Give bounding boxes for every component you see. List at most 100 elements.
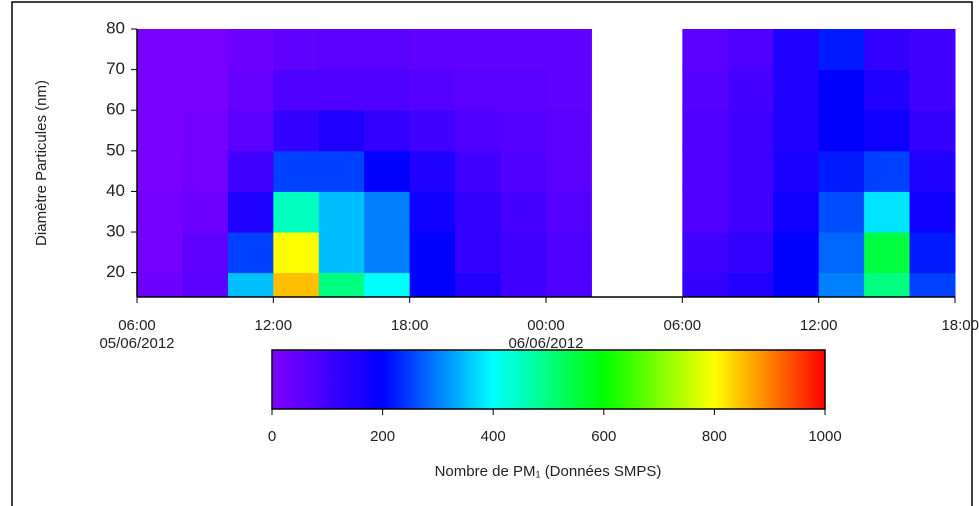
heat-cell bbox=[182, 69, 229, 111]
heat-cell bbox=[773, 191, 820, 233]
heat-cell bbox=[864, 110, 911, 152]
heat-cell bbox=[909, 272, 956, 298]
heat-cell bbox=[409, 110, 456, 152]
heat-cell bbox=[455, 29, 502, 71]
heat-cell bbox=[318, 272, 365, 298]
heat-cell bbox=[727, 232, 774, 274]
heat-cell bbox=[546, 150, 592, 192]
heat-cell bbox=[546, 232, 592, 274]
heat-cell bbox=[909, 191, 956, 233]
heat-cell bbox=[727, 191, 774, 233]
heat-cell bbox=[500, 150, 547, 192]
heat-cell bbox=[273, 272, 320, 298]
heat-cell bbox=[864, 69, 911, 111]
heat-cell bbox=[273, 232, 320, 274]
y-tick-label: 80 bbox=[106, 18, 125, 37]
heat-cell bbox=[682, 150, 729, 192]
heat-cell bbox=[727, 69, 774, 111]
heat-cell bbox=[818, 110, 865, 152]
heat-cell bbox=[818, 191, 865, 233]
heat-cell bbox=[227, 110, 274, 152]
heat-cell bbox=[864, 29, 911, 71]
heat-cell bbox=[773, 232, 820, 274]
heat-cell bbox=[273, 69, 320, 111]
heat-cell bbox=[455, 150, 502, 192]
heat-cell bbox=[227, 272, 274, 298]
heat-cell bbox=[773, 272, 820, 298]
heat-cell bbox=[318, 232, 365, 274]
heat-cell bbox=[818, 272, 865, 298]
heat-cell bbox=[182, 272, 229, 298]
heat-cell bbox=[137, 150, 183, 192]
y-axis-label: Diamètre Particules (nm) bbox=[33, 80, 50, 246]
colorbar-tick-label: 600 bbox=[591, 428, 616, 445]
heat-cell bbox=[227, 191, 274, 233]
heat-cell bbox=[864, 232, 911, 274]
heat-cell bbox=[273, 191, 320, 233]
heat-cell bbox=[500, 29, 547, 71]
heat-cell bbox=[273, 110, 320, 152]
x-tick-label: 12:00 bbox=[254, 317, 293, 334]
heat-cell bbox=[409, 232, 456, 274]
heat-cell bbox=[682, 110, 729, 152]
heat-cell bbox=[455, 272, 502, 298]
heat-cell bbox=[727, 272, 774, 298]
y-tick-label: 60 bbox=[106, 100, 125, 119]
heat-cell bbox=[682, 29, 729, 71]
heat-cell bbox=[546, 69, 592, 111]
heat-cell bbox=[864, 150, 911, 192]
frame bbox=[11, 1, 973, 506]
heat-cell bbox=[455, 191, 502, 233]
heat-cell bbox=[682, 191, 729, 233]
y-tick-label: 20 bbox=[106, 262, 125, 281]
x-tick-label: 18:00 bbox=[390, 317, 429, 334]
heat-cell bbox=[818, 29, 865, 71]
heat-cell bbox=[455, 110, 502, 152]
colorbar-tick-label: 0 bbox=[268, 428, 276, 445]
heat-cell bbox=[773, 110, 820, 152]
heat-cell bbox=[137, 69, 183, 111]
heat-cell bbox=[318, 191, 365, 233]
heat-cell bbox=[182, 191, 229, 233]
heat-cell bbox=[500, 232, 547, 274]
y-tick-label: 40 bbox=[106, 181, 125, 200]
heat-cell bbox=[546, 29, 592, 71]
heat-cell bbox=[727, 29, 774, 71]
heat-cell bbox=[409, 150, 456, 192]
heat-cell bbox=[364, 110, 411, 152]
heat-cell bbox=[818, 150, 865, 192]
heat-cell bbox=[182, 150, 229, 192]
heat-cell bbox=[818, 232, 865, 274]
heat-cell bbox=[318, 69, 365, 111]
heat-cell bbox=[500, 69, 547, 111]
x-tick-label: 06:00 bbox=[663, 317, 702, 334]
heat-cell bbox=[137, 191, 183, 233]
y-tick-label: 70 bbox=[106, 59, 125, 78]
heat-cell bbox=[864, 191, 911, 233]
heat-cell bbox=[409, 272, 456, 298]
heat-cell bbox=[227, 29, 274, 71]
heat-cell bbox=[727, 110, 774, 152]
y-tick-label: 50 bbox=[106, 140, 125, 159]
heat-cell bbox=[227, 232, 274, 274]
heat-cell bbox=[273, 29, 320, 71]
heat-cell bbox=[773, 69, 820, 111]
heat-cell bbox=[455, 69, 502, 111]
heat-cell bbox=[273, 150, 320, 192]
heat-cell bbox=[909, 150, 956, 192]
heat-cell bbox=[364, 232, 411, 274]
heat-cell bbox=[546, 272, 592, 298]
heat-cell bbox=[409, 29, 456, 71]
colorbar-tick-label: 400 bbox=[481, 428, 506, 445]
x-tick-label: 12:00 bbox=[799, 317, 838, 334]
heat-cell bbox=[182, 29, 229, 71]
x-tick-label: 00:00 06/06/2012 bbox=[508, 317, 584, 352]
heat-cell bbox=[682, 69, 729, 111]
heat-cell bbox=[364, 29, 411, 71]
heat-cell bbox=[773, 29, 820, 71]
heat-cell bbox=[909, 69, 956, 111]
heat-cell bbox=[909, 29, 956, 71]
heat-cell bbox=[318, 29, 365, 71]
